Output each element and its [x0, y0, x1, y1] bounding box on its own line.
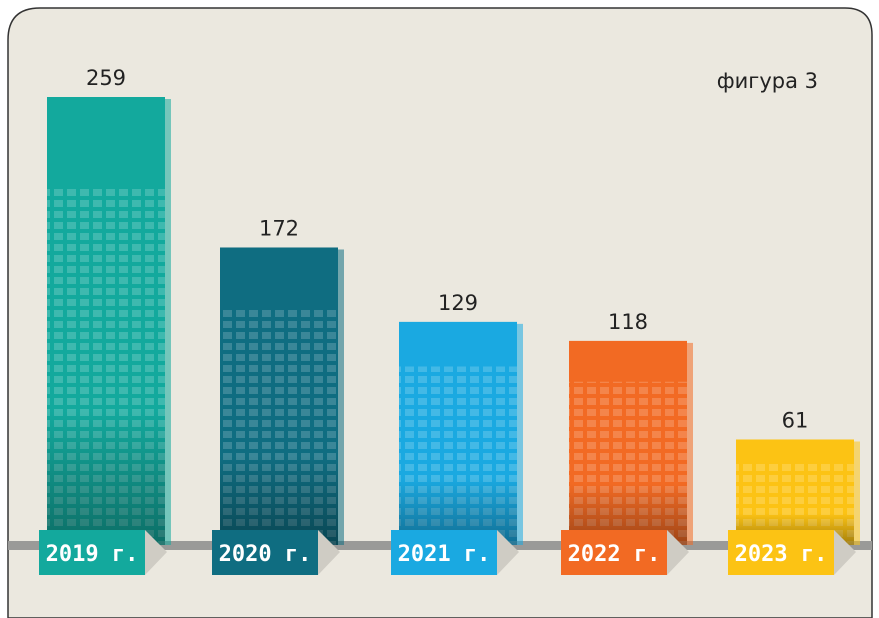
- category-label: 2023 г.: [735, 542, 828, 567]
- bar-shade: [220, 247, 338, 545]
- bar-shade: [569, 341, 687, 545]
- value-label: 61: [782, 408, 809, 432]
- bar-shade: [736, 439, 854, 545]
- value-label: 118: [608, 310, 648, 334]
- category-label: 2020 г.: [219, 542, 312, 567]
- value-label: 129: [438, 291, 478, 315]
- bar-side: [338, 249, 344, 545]
- value-label: 259: [86, 66, 126, 90]
- figure-label: фигура 3: [717, 69, 818, 93]
- value-label: 172: [259, 216, 299, 240]
- chart: фигура 3 259 2019 г. 172 2020 г. 129 2021 г. 1…: [0, 0, 879, 618]
- category-label: 2019 г.: [46, 542, 139, 567]
- category-label: 2021 г.: [398, 542, 491, 567]
- bar-shade: [47, 97, 165, 545]
- bar-side: [517, 324, 523, 545]
- category-label: 2022 г.: [568, 542, 661, 567]
- bar-shade: [399, 322, 517, 545]
- bar-side: [854, 441, 860, 545]
- bar-side: [165, 99, 171, 545]
- bar-side: [687, 343, 693, 545]
